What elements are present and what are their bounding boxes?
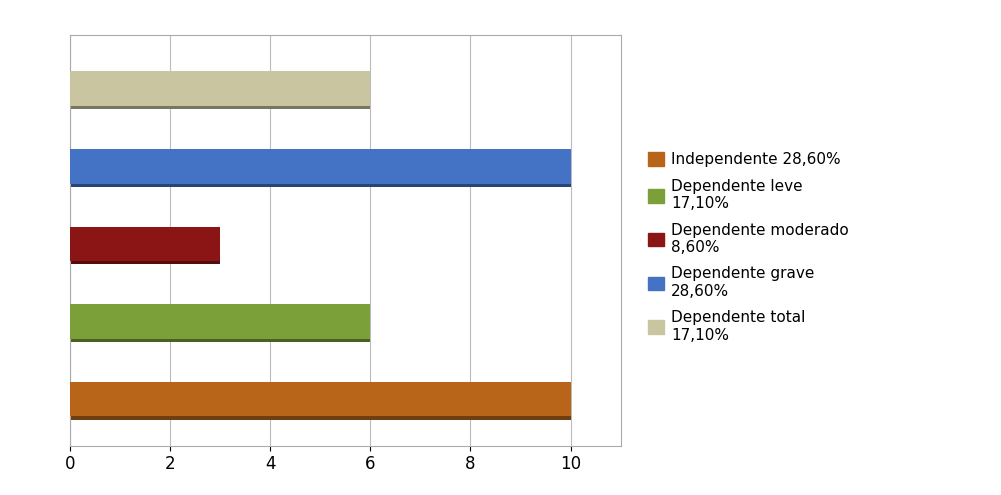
Bar — [70, 307, 370, 342]
Bar — [70, 71, 370, 106]
Legend: Independente 28,60%, Dependente leve
17,10%, Dependente moderado
8,60%, Dependen: Independente 28,60%, Dependente leve 17,… — [649, 152, 849, 343]
Bar — [70, 149, 571, 184]
Bar — [70, 75, 370, 109]
Bar — [70, 227, 220, 261]
Bar — [70, 304, 370, 339]
Bar — [70, 382, 571, 416]
Bar — [70, 152, 571, 187]
Bar — [70, 385, 571, 420]
Bar — [70, 230, 220, 264]
